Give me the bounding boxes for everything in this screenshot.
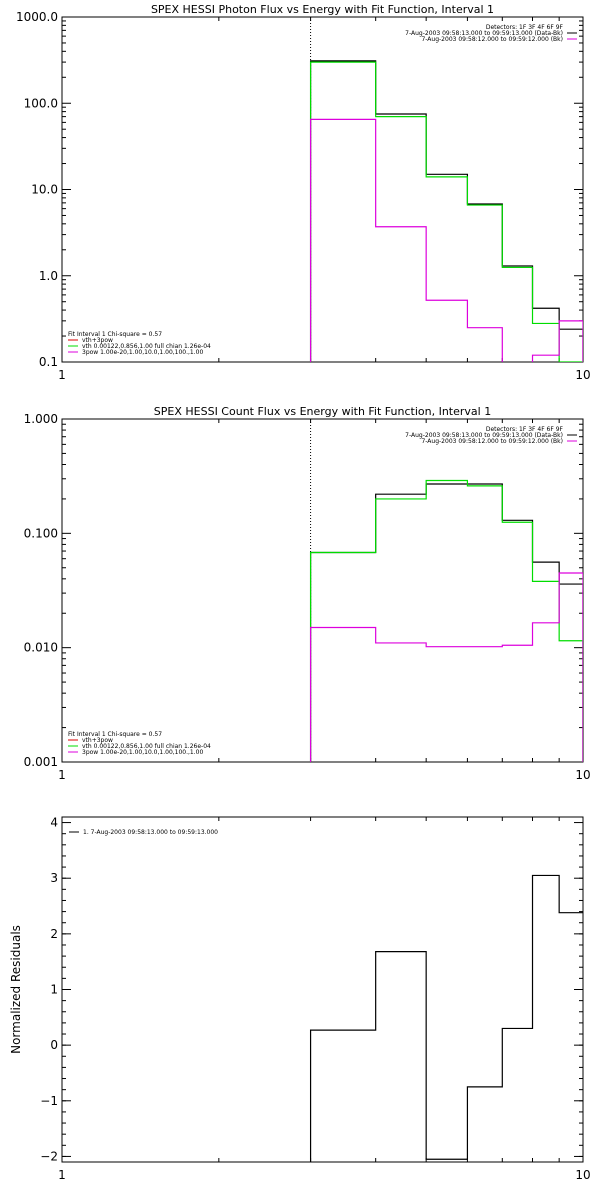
y-tick-label: 1000.0 [16, 10, 58, 24]
plot-frame [61, 418, 584, 763]
legend-entry: Fit Interval 1 Chi-square = 0.57 [68, 731, 162, 738]
y-tick-label: −1 [40, 1094, 58, 1108]
plot-frame [61, 816, 584, 1163]
y-tick-label: 1.000 [24, 412, 58, 426]
series-2-step-line [309, 479, 583, 762]
series-3-step-line [309, 572, 583, 762]
series-1-step-line [309, 60, 583, 362]
y-tick-label: 100.0 [24, 96, 58, 110]
legend-entry: 1. 7-Aug-2003 09:58:13.000 to 09:59:13.0… [83, 829, 218, 836]
x-tick-label: 10 [575, 368, 590, 382]
x-tick-label: 1 [58, 768, 66, 782]
y-tick-label: 3 [50, 871, 58, 885]
x-tick-label: 1 [58, 1168, 66, 1182]
y-tick-label: 0.001 [24, 755, 58, 769]
legend-entry: vth+3pow [82, 337, 113, 344]
legend-entry: Detectors: 1F 3F 4F 6F 9F [486, 24, 564, 31]
x-tick-label: 10 [575, 1168, 590, 1182]
chart-title: SPEX HESSI Count Flux vs Energy with Fit… [154, 405, 491, 418]
plot-frame [61, 16, 584, 363]
y-tick-label: 0 [50, 1038, 58, 1052]
legend-entry: 3pow 1.00e-20,1.00,10.0,1.00,100.,1.00 [82, 349, 203, 356]
legend-entry: vth 0.00122,0.856,1.00 full chian 1.26e-… [82, 343, 211, 350]
series-2-step-line [309, 61, 583, 362]
y-tick-label: −2 [40, 1149, 58, 1163]
data-layer [309, 60, 583, 362]
legend-entry: 7-Aug-2003 09:58:13.000 to 09:59:13.000 … [405, 30, 563, 37]
legend-entry: Detectors: 1F 3F 4F 6F 9F [486, 426, 564, 433]
y-tick-label: 0.1 [39, 355, 58, 369]
legend-entry: Fit Interval 1 Chi-square = 0.57 [68, 331, 162, 338]
y-tick-label: 2 [50, 927, 58, 941]
data-layer [309, 479, 583, 762]
y-tick-label: 10.0 [31, 183, 58, 197]
y-tick-label: 1 [50, 983, 58, 997]
legend-entry: vth+3pow [82, 737, 113, 744]
y-axis-label: Normalized Residuals [9, 925, 23, 1054]
legend-entry: vth 0.00122,0.856,1.00 full chian 1.26e-… [82, 743, 211, 750]
chart-title: SPEX HESSI Photon Flux vs Energy with Fi… [151, 3, 494, 16]
legend-entry: 7-Aug-2003 09:58:12.000 to 09:59:12.000 … [421, 36, 563, 43]
x-tick-label: 1 [58, 368, 66, 382]
legend-entry: 7-Aug-2003 09:58:12.000 to 09:59:12.000 … [421, 438, 563, 445]
y-tick-label: 4 [50, 816, 58, 830]
chart-panel-1: SPEX HESSI Photon Flux vs Energy with Fi… [16, 3, 591, 382]
y-tick-label: 0.010 [24, 641, 58, 655]
series-3-step-line [309, 118, 583, 362]
chart-panel-2: SPEX HESSI Count Flux vs Energy with Fit… [24, 405, 591, 782]
legend-entry: 3pow 1.00e-20,1.00,10.0,1.00,100.,1.00 [82, 749, 203, 756]
y-tick-label: 0.100 [24, 526, 58, 540]
series-1-step-line [309, 874, 583, 1162]
y-tick-label: 1.0 [39, 269, 58, 283]
x-tick-label: 10 [575, 768, 590, 782]
data-layer [309, 874, 583, 1162]
legend-entry: 7-Aug-2003 09:58:13.000 to 09:59:13.000 … [405, 432, 563, 439]
